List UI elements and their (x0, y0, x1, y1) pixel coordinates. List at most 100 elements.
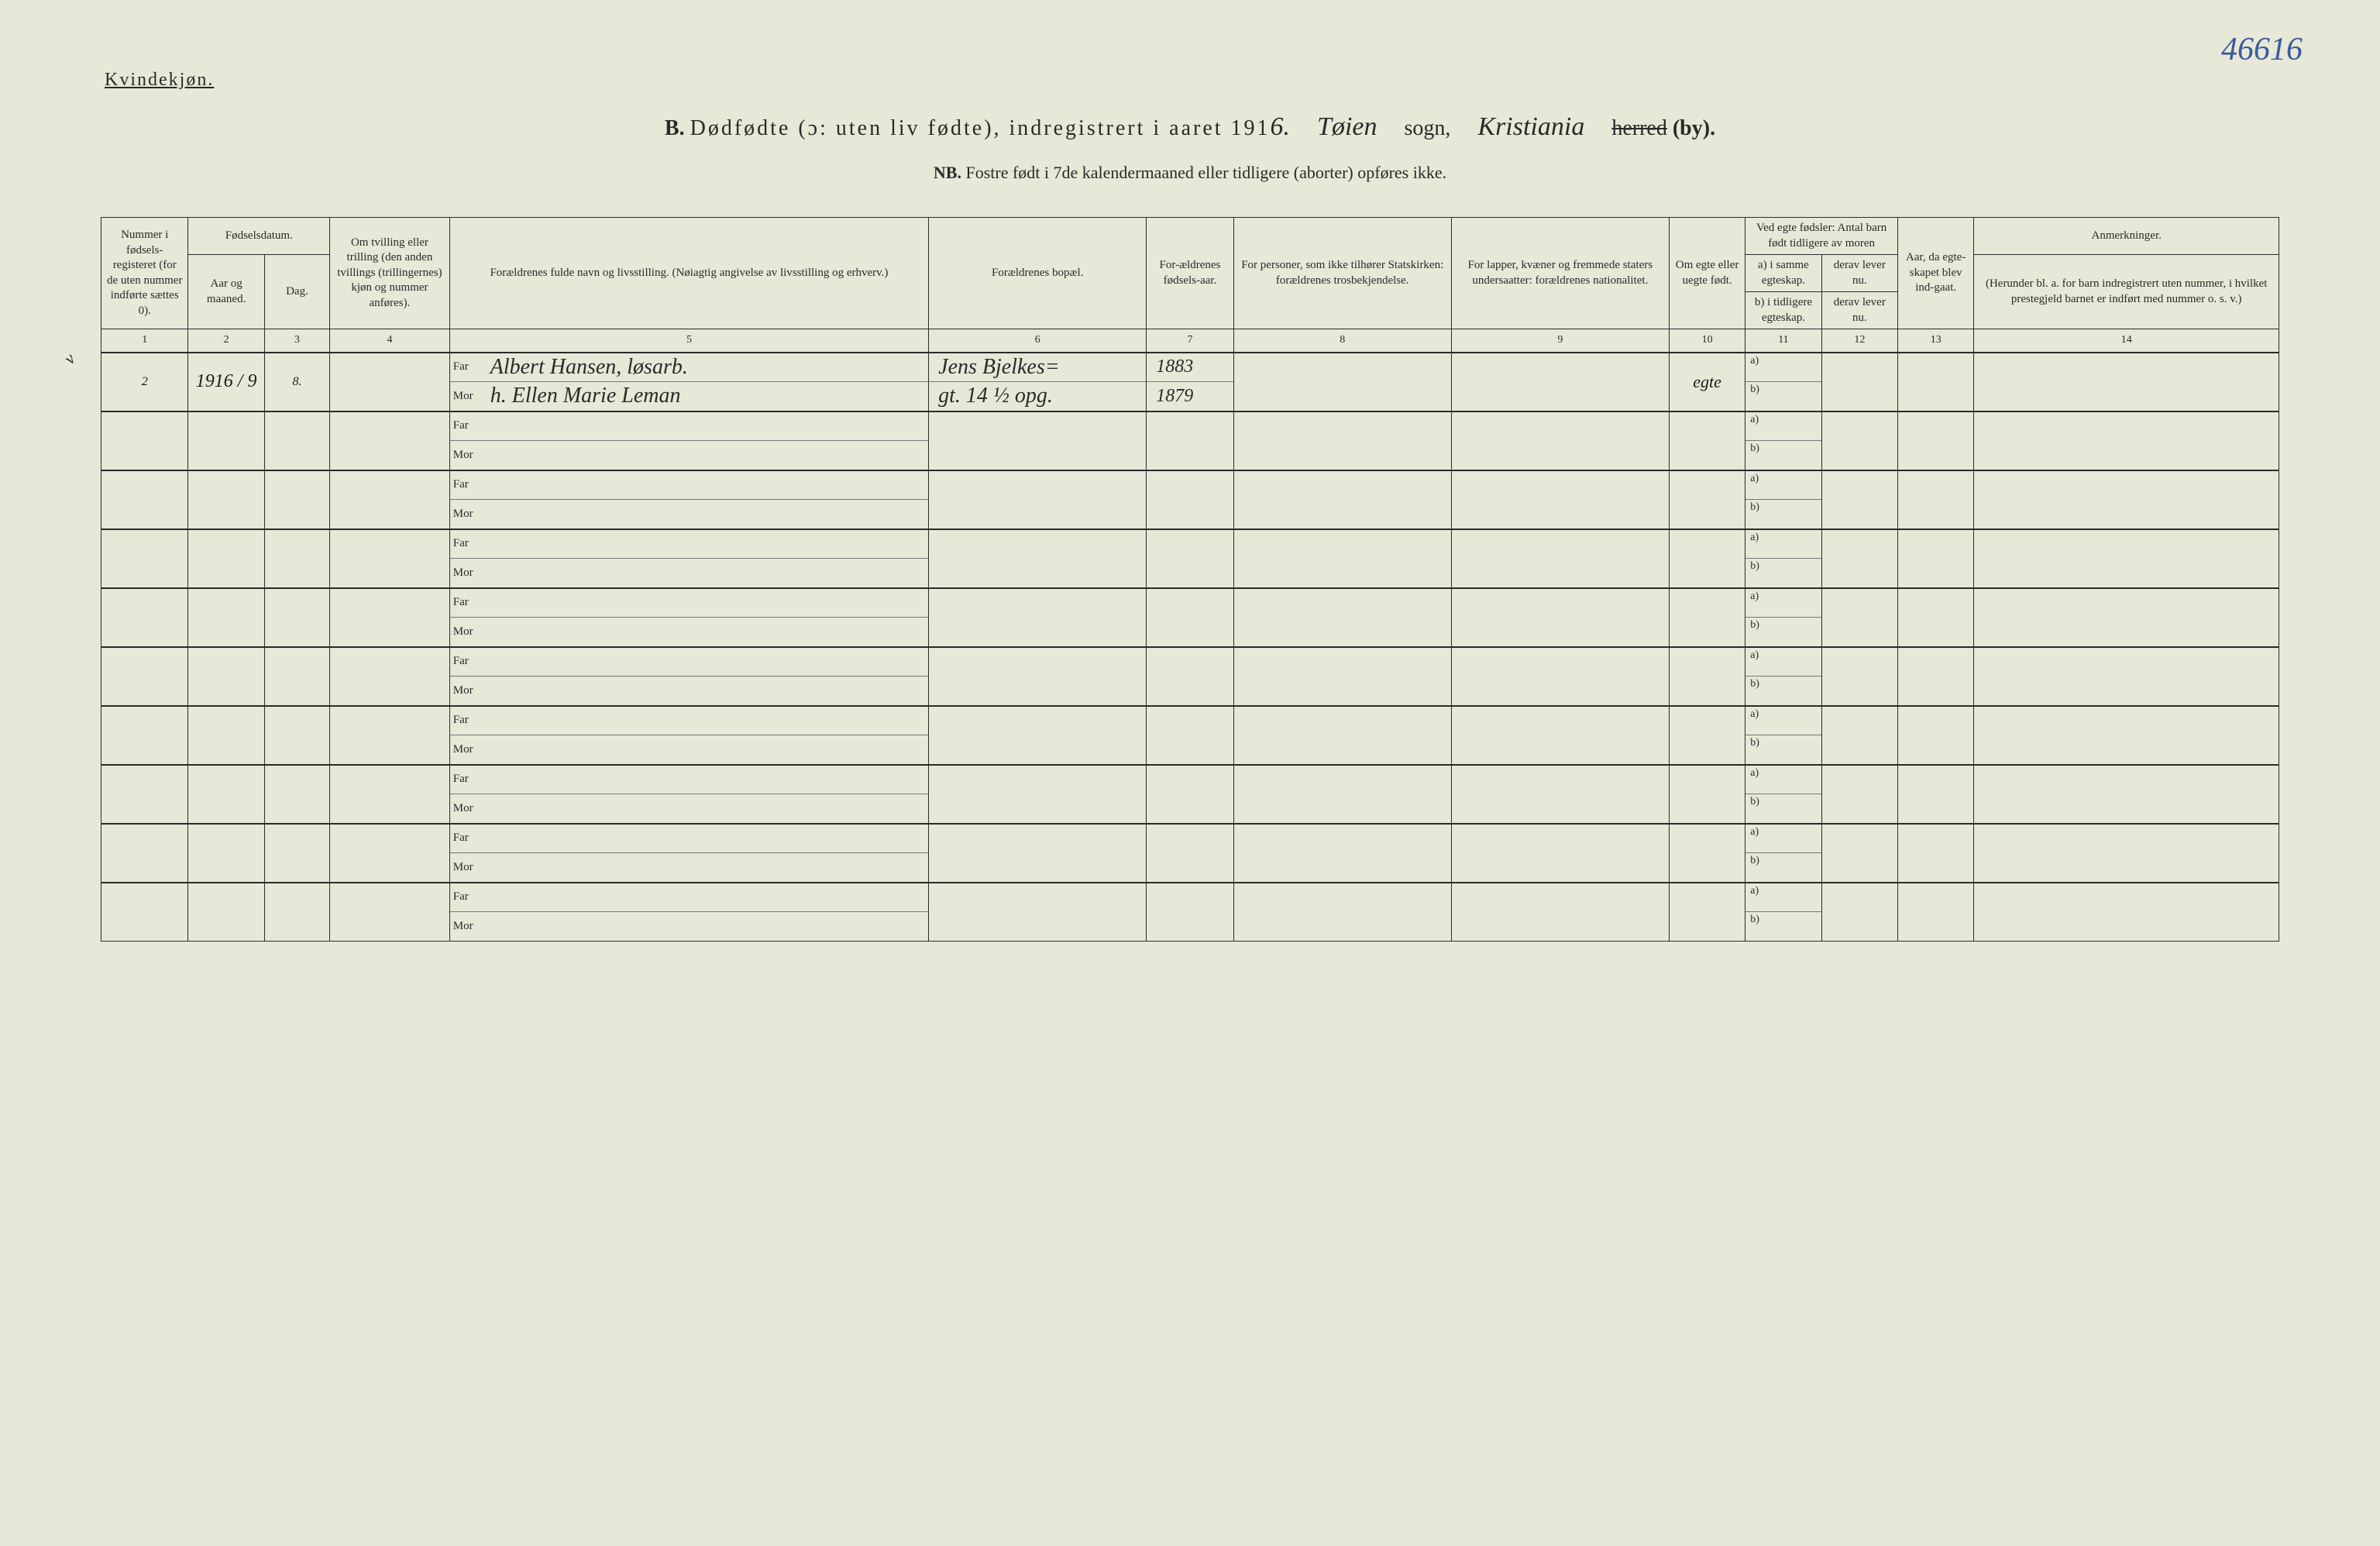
cn-12: 12 (1821, 329, 1897, 353)
h-col14-sub: (Herunder bl. a. for barn indregistrert … (1974, 255, 2279, 329)
table-row: Far Mor a)b) (101, 765, 2279, 824)
cn-10: 10 (1669, 329, 1745, 353)
h-col14: Anmerkninger. (1974, 218, 2279, 255)
sogn-value: Tøien (1317, 112, 1377, 141)
h-col6: Forældrenes bopæl. (929, 218, 1147, 329)
ab-b: b) (1745, 912, 1821, 941)
h-col9: For lapper, kvæner og fremmede staters u… (1451, 218, 1669, 329)
sogn-label: sogn, (1404, 116, 1450, 140)
ab-b: b) (1745, 735, 1821, 764)
far-label: Far (453, 419, 484, 432)
h-col2a: Aar og maaned. (188, 255, 264, 329)
cell-marriage-year (1898, 353, 1974, 411)
far-label: Far (453, 714, 484, 727)
h-col11a: a) i samme egteskap. (1745, 255, 1821, 292)
ab-a: a) (1745, 353, 1821, 382)
cn-9: 9 (1451, 329, 1669, 353)
cn-7: 7 (1147, 329, 1233, 353)
table-row: 2 1916 / 9 8. FarAlbert Hansen, løsarb. … (101, 353, 2279, 411)
ab-a: a) (1745, 589, 1821, 618)
table-row: FarMor a)b) (101, 470, 2279, 529)
table-row: Far Mor a)b) (101, 706, 2279, 765)
ab-b: b) (1745, 677, 1821, 705)
cell-num: 2 (101, 353, 188, 411)
column-numbers: 1 2 3 4 5 6 7 8 9 10 11 12 13 14 (101, 329, 2279, 353)
margin-mark: v (60, 349, 79, 368)
page-title: B. Dødfødte (ɔ: uten liv fødte), indregi… (31, 112, 2349, 142)
cell-year-month: 1916 / 9 (188, 353, 264, 411)
table-row: Far Mor a)b) (101, 529, 2279, 588)
ab-a: a) (1745, 648, 1821, 677)
h-col12a: derav lever nu. (1821, 255, 1897, 292)
mor-label: Mor (453, 625, 484, 639)
register-table: Nummer i fødsels-registeret (for de uten… (101, 217, 2279, 942)
h-col2b: Dag. (264, 255, 329, 329)
cn-3: 3 (264, 329, 329, 353)
cell-derav (1821, 353, 1897, 411)
ab-b: b) (1745, 382, 1821, 411)
nb-note: NB. Fostre født i 7de kalendermaaned ell… (31, 163, 2349, 183)
mor-label: Mor (453, 566, 484, 580)
far-label: Far (453, 773, 484, 786)
ab-b: b) (1745, 794, 1821, 823)
cn-1: 1 (101, 329, 188, 353)
cn-8: 8 (1233, 329, 1451, 353)
mor-label: Mor (453, 802, 484, 815)
h-col10: Om egte eller uegte født. (1669, 218, 1745, 329)
cell-birthyears: 1883 1879 (1147, 353, 1233, 411)
cn-14: 14 (1974, 329, 2279, 353)
far-label: Far (453, 655, 484, 668)
h-col13: Aar, da egte-skapet blev ind-gaat. (1898, 218, 1974, 329)
mor-label: Mor (453, 743, 484, 756)
table-body: 2 1916 / 9 8. FarAlbert Hansen, løsarb. … (101, 353, 2279, 942)
mor-label: Mor (453, 920, 484, 933)
mor-label: Mor (453, 861, 484, 874)
cell-egte: egte (1669, 353, 1745, 411)
by-label: (by). (1673, 116, 1715, 140)
h-col5: Forældrenes fulde navn og livsstilling. … (449, 218, 928, 329)
cell-ab: a) b) (1745, 353, 1821, 411)
mor-name: h. Ellen Marie Leman (484, 384, 925, 408)
h-col11-top: Ved egte fødsler: Antal barn født tidlig… (1745, 218, 1898, 255)
title-main: Dødfødte (ɔ: uten liv fødte), indregistr… (690, 116, 1271, 140)
district-value: Kristiania (1477, 112, 1584, 141)
ab-b: b) (1745, 618, 1821, 646)
nb-text: Fostre født i 7de kalendermaaned eller t… (965, 163, 1446, 182)
ab-b: b) (1745, 853, 1821, 882)
mor-label: Mor (453, 449, 484, 462)
ab-a: a) (1745, 471, 1821, 500)
ab-b: b) (1745, 559, 1821, 587)
cn-11: 11 (1745, 329, 1821, 353)
h-col8: For personer, som ikke tilhører Statskir… (1233, 218, 1451, 329)
mor-year: 1879 (1150, 386, 1230, 407)
title-prefix: B. (665, 116, 685, 140)
far-label: Far (453, 537, 484, 550)
ab-a: a) (1745, 707, 1821, 735)
table-header: Nummer i fødsels-registeret (for de uten… (101, 218, 2279, 353)
ab-a: a) (1745, 530, 1821, 559)
far-label: Far (453, 478, 484, 491)
nb-label: NB. (934, 163, 961, 182)
ab-a: a) (1745, 412, 1821, 441)
table-row: Far Mor a)b) (101, 647, 2279, 706)
table-row: FarMor a)b) (101, 883, 2279, 942)
mor-label: Mor (453, 684, 484, 697)
ab-b: b) (1745, 441, 1821, 470)
mor-label: Mor (453, 508, 484, 521)
cell-faith (1233, 353, 1451, 411)
ab-a: a) (1745, 766, 1821, 794)
h-col2: Fødselsdatum. (188, 218, 330, 255)
cell-remarks (1974, 353, 2279, 411)
cn-13: 13 (1898, 329, 1974, 353)
table-row: FarMor a)b) (101, 824, 2279, 883)
cn-6: 6 (929, 329, 1147, 353)
table-row: Far Mor a)b) (101, 588, 2279, 647)
mor-label: Mor (453, 390, 484, 403)
cell-parents: FarAlbert Hansen, løsarb. Morh. Ellen Ma… (449, 353, 928, 411)
far-label: Far (453, 596, 484, 609)
cell-address: Jens Bjelkes= gt. 14 ½ opg. (929, 353, 1147, 411)
h-col1: Nummer i fødsels-registeret (for de uten… (101, 218, 188, 329)
table-row: Far Mor a)b) (101, 411, 2279, 470)
cn-4: 4 (330, 329, 450, 353)
archive-number: 46616 (2221, 31, 2303, 68)
